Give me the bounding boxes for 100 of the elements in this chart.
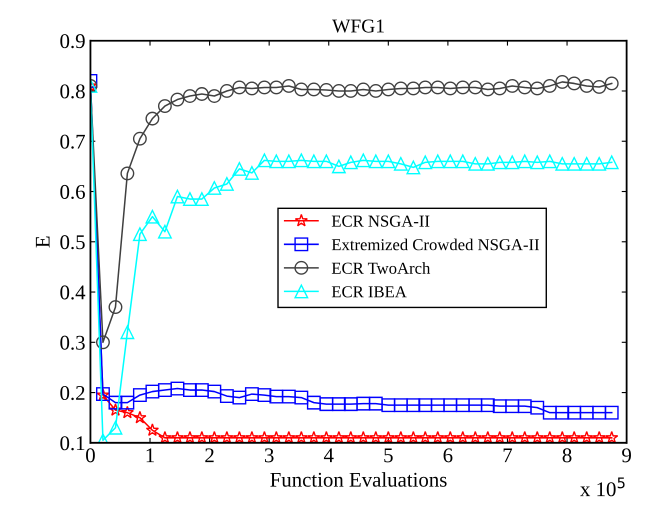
x-tick-label: 7 xyxy=(504,448,512,462)
point xyxy=(505,79,520,93)
point xyxy=(356,430,370,443)
point xyxy=(480,398,495,412)
point xyxy=(456,398,470,412)
y-tick-label: 0.9 xyxy=(60,34,85,48)
point xyxy=(306,396,321,410)
point xyxy=(146,423,160,436)
text: x 10$^{5}$ xyxy=(580,477,625,496)
point xyxy=(108,420,122,435)
point xyxy=(592,430,606,443)
y-tick-label: 0.7 xyxy=(60,134,85,149)
point xyxy=(568,430,581,443)
x-tick-label: 6 xyxy=(444,448,452,462)
point xyxy=(294,390,308,405)
point xyxy=(232,390,246,405)
point xyxy=(542,406,557,420)
point xyxy=(480,156,495,171)
point xyxy=(133,410,147,424)
point xyxy=(556,430,569,443)
point xyxy=(580,79,594,93)
point xyxy=(580,430,594,443)
point xyxy=(207,181,222,195)
point xyxy=(567,406,582,420)
point xyxy=(406,82,420,96)
point xyxy=(604,406,619,420)
point xyxy=(194,87,209,101)
point xyxy=(418,398,432,412)
point xyxy=(530,155,544,170)
point xyxy=(270,430,283,443)
point xyxy=(580,406,594,420)
point xyxy=(493,430,506,443)
x-tick-label: 0 xyxy=(86,448,95,462)
point xyxy=(344,397,358,412)
point xyxy=(605,430,618,443)
point xyxy=(207,89,222,103)
legend-label: ECR TwoArch xyxy=(332,262,430,274)
point xyxy=(356,396,370,411)
point xyxy=(468,80,482,94)
x-tick-label: 3 xyxy=(264,448,274,462)
point xyxy=(269,154,284,168)
point xyxy=(443,82,458,96)
point xyxy=(244,387,259,402)
point xyxy=(567,156,582,171)
point xyxy=(257,388,272,402)
point xyxy=(592,80,606,94)
point xyxy=(145,384,160,399)
point xyxy=(381,398,396,412)
point xyxy=(382,430,395,443)
point xyxy=(108,300,122,314)
point xyxy=(306,82,321,96)
point xyxy=(320,430,333,443)
point xyxy=(307,430,320,443)
point xyxy=(182,89,197,103)
legend-label: ECR IBEA xyxy=(332,286,407,298)
point xyxy=(456,80,470,94)
point xyxy=(505,399,520,414)
point xyxy=(518,80,532,94)
point xyxy=(368,396,383,411)
point xyxy=(394,156,408,171)
point xyxy=(282,79,296,93)
point xyxy=(443,398,458,412)
point xyxy=(418,155,432,170)
point xyxy=(368,84,383,98)
point xyxy=(258,430,272,443)
point xyxy=(269,80,284,94)
point xyxy=(282,154,296,168)
point xyxy=(182,383,197,397)
point xyxy=(344,84,358,98)
point xyxy=(555,406,570,420)
point xyxy=(158,99,172,114)
point xyxy=(220,84,234,98)
y-tick-label: 0.1 xyxy=(60,436,84,450)
x-tick-label: 5 xyxy=(384,448,393,462)
point xyxy=(468,156,482,171)
point xyxy=(269,390,284,404)
point xyxy=(294,430,308,443)
point xyxy=(344,155,358,170)
point xyxy=(518,430,532,443)
point xyxy=(282,430,296,443)
point xyxy=(505,155,520,170)
point xyxy=(518,154,532,168)
point xyxy=(555,156,570,171)
point xyxy=(170,190,184,204)
point xyxy=(132,227,147,242)
point xyxy=(430,80,445,94)
y-axis-title: E xyxy=(36,236,50,248)
point xyxy=(592,156,606,171)
point xyxy=(592,406,606,420)
point xyxy=(220,389,234,404)
point xyxy=(506,430,519,443)
point xyxy=(518,399,532,414)
point xyxy=(430,398,445,412)
point xyxy=(96,335,110,350)
point xyxy=(207,384,222,399)
point xyxy=(418,80,432,94)
point xyxy=(492,82,507,96)
point xyxy=(319,154,334,168)
point xyxy=(406,430,420,443)
point xyxy=(492,155,507,170)
